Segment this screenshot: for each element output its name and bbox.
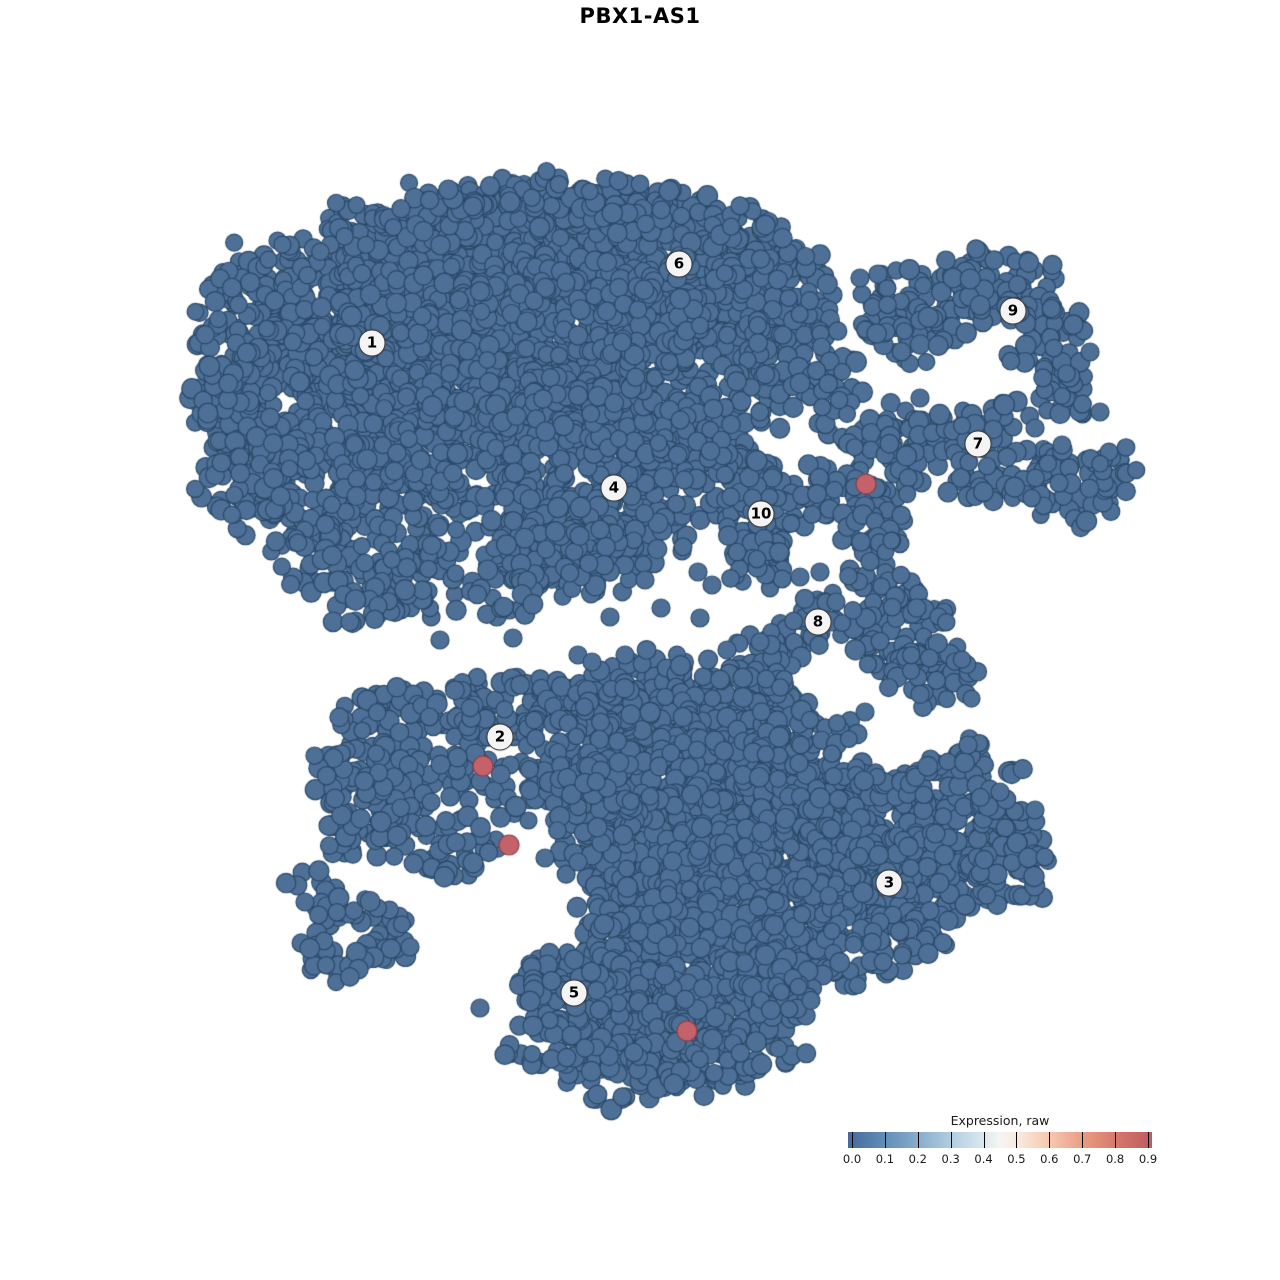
cluster-label-5: 5 <box>560 979 588 1007</box>
legend-tick-mark <box>950 1132 952 1148</box>
cluster-label-text: 6 <box>673 254 685 273</box>
legend-tick-label: 0.1 <box>875 1152 895 1166</box>
legend-tick-label: 0.0 <box>842 1152 862 1166</box>
legend-tick-mark <box>1115 1132 1117 1148</box>
cluster-label-9: 9 <box>999 297 1027 325</box>
cluster-label-text: 5 <box>568 983 580 1002</box>
legend-title: Expression, raw <box>950 1113 1050 1128</box>
cluster-label-1: 1 <box>358 329 386 357</box>
legend-tick-label: 0.4 <box>974 1152 993 1166</box>
legend-colorbar <box>848 1132 1152 1148</box>
legend-tick-mark <box>917 1132 919 1148</box>
cluster-label-10: 10 <box>747 500 775 528</box>
cluster-label-text: 7 <box>972 434 984 453</box>
cluster-label-7: 7 <box>964 430 992 458</box>
cluster-label-4: 4 <box>600 474 628 502</box>
cluster-label-3: 3 <box>875 869 903 897</box>
legend-tick-mark <box>1082 1132 1084 1148</box>
legend-tick-label: 0.7 <box>1073 1152 1092 1166</box>
legend-tick-mark <box>1016 1132 1018 1148</box>
legend-tick-mark <box>983 1132 985 1148</box>
cluster-label-text: 8 <box>812 612 824 631</box>
legend-tick-mark <box>884 1132 886 1148</box>
cluster-label-text: 1 <box>366 333 378 352</box>
legend-tick-label: 0.2 <box>908 1152 927 1166</box>
cluster-label-text: 9 <box>1007 301 1019 320</box>
cluster-label-text: 2 <box>494 727 506 746</box>
legend-tick-label: 0.6 <box>1040 1152 1059 1166</box>
legend-tick-mark <box>1049 1132 1051 1148</box>
legend-tick-mark <box>1148 1132 1149 1148</box>
cluster-label-text: 3 <box>883 873 895 892</box>
cluster-label-text: 4 <box>608 478 620 497</box>
legend-tick-mark <box>852 1132 853 1148</box>
cluster-label-2: 2 <box>486 723 514 751</box>
legend-tick-label: 0.8 <box>1105 1152 1125 1166</box>
legend-tick-label: 0.9 <box>1138 1152 1158 1166</box>
cluster-label-6: 6 <box>665 250 693 278</box>
cluster-label-text: 10 <box>750 504 772 523</box>
legend-tick-label: 0.3 <box>941 1152 960 1166</box>
cluster-label-8: 8 <box>804 608 832 636</box>
legend-tick-label: 0.5 <box>1007 1152 1026 1166</box>
